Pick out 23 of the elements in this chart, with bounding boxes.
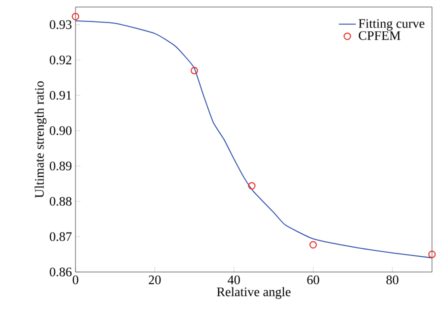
x-tick-label: 60 xyxy=(307,276,320,284)
x-tick-label: 80 xyxy=(386,276,398,284)
point xyxy=(190,66,198,74)
point xyxy=(72,12,80,20)
y-tick-label: 0.90 xyxy=(50,126,72,136)
y-tick-label: 0.87 xyxy=(50,232,72,242)
x-axis-title: Relative angle xyxy=(216,287,291,299)
legend-label: Fitting curve xyxy=(358,19,424,31)
point xyxy=(428,250,436,258)
point xyxy=(309,241,317,248)
y-tick-label: 0.88 xyxy=(50,196,72,206)
x-tick-label: 0 xyxy=(72,276,78,284)
y-axis-title: Ultimate strength ratio xyxy=(34,81,46,198)
y-tick-label: 0.91 xyxy=(50,90,72,100)
y-tick-label: 0.93 xyxy=(50,20,72,30)
x-tick-label: 40 xyxy=(228,276,240,284)
line-series xyxy=(75,20,432,258)
legend-label: CPFEM xyxy=(358,31,400,40)
x-tick-label: 20 xyxy=(148,276,161,284)
y-tick-label: 0.86 xyxy=(50,268,72,276)
y-tick-label: 0.89 xyxy=(50,162,72,170)
point xyxy=(248,182,256,190)
y-tick-label: 0.92 xyxy=(50,56,72,64)
